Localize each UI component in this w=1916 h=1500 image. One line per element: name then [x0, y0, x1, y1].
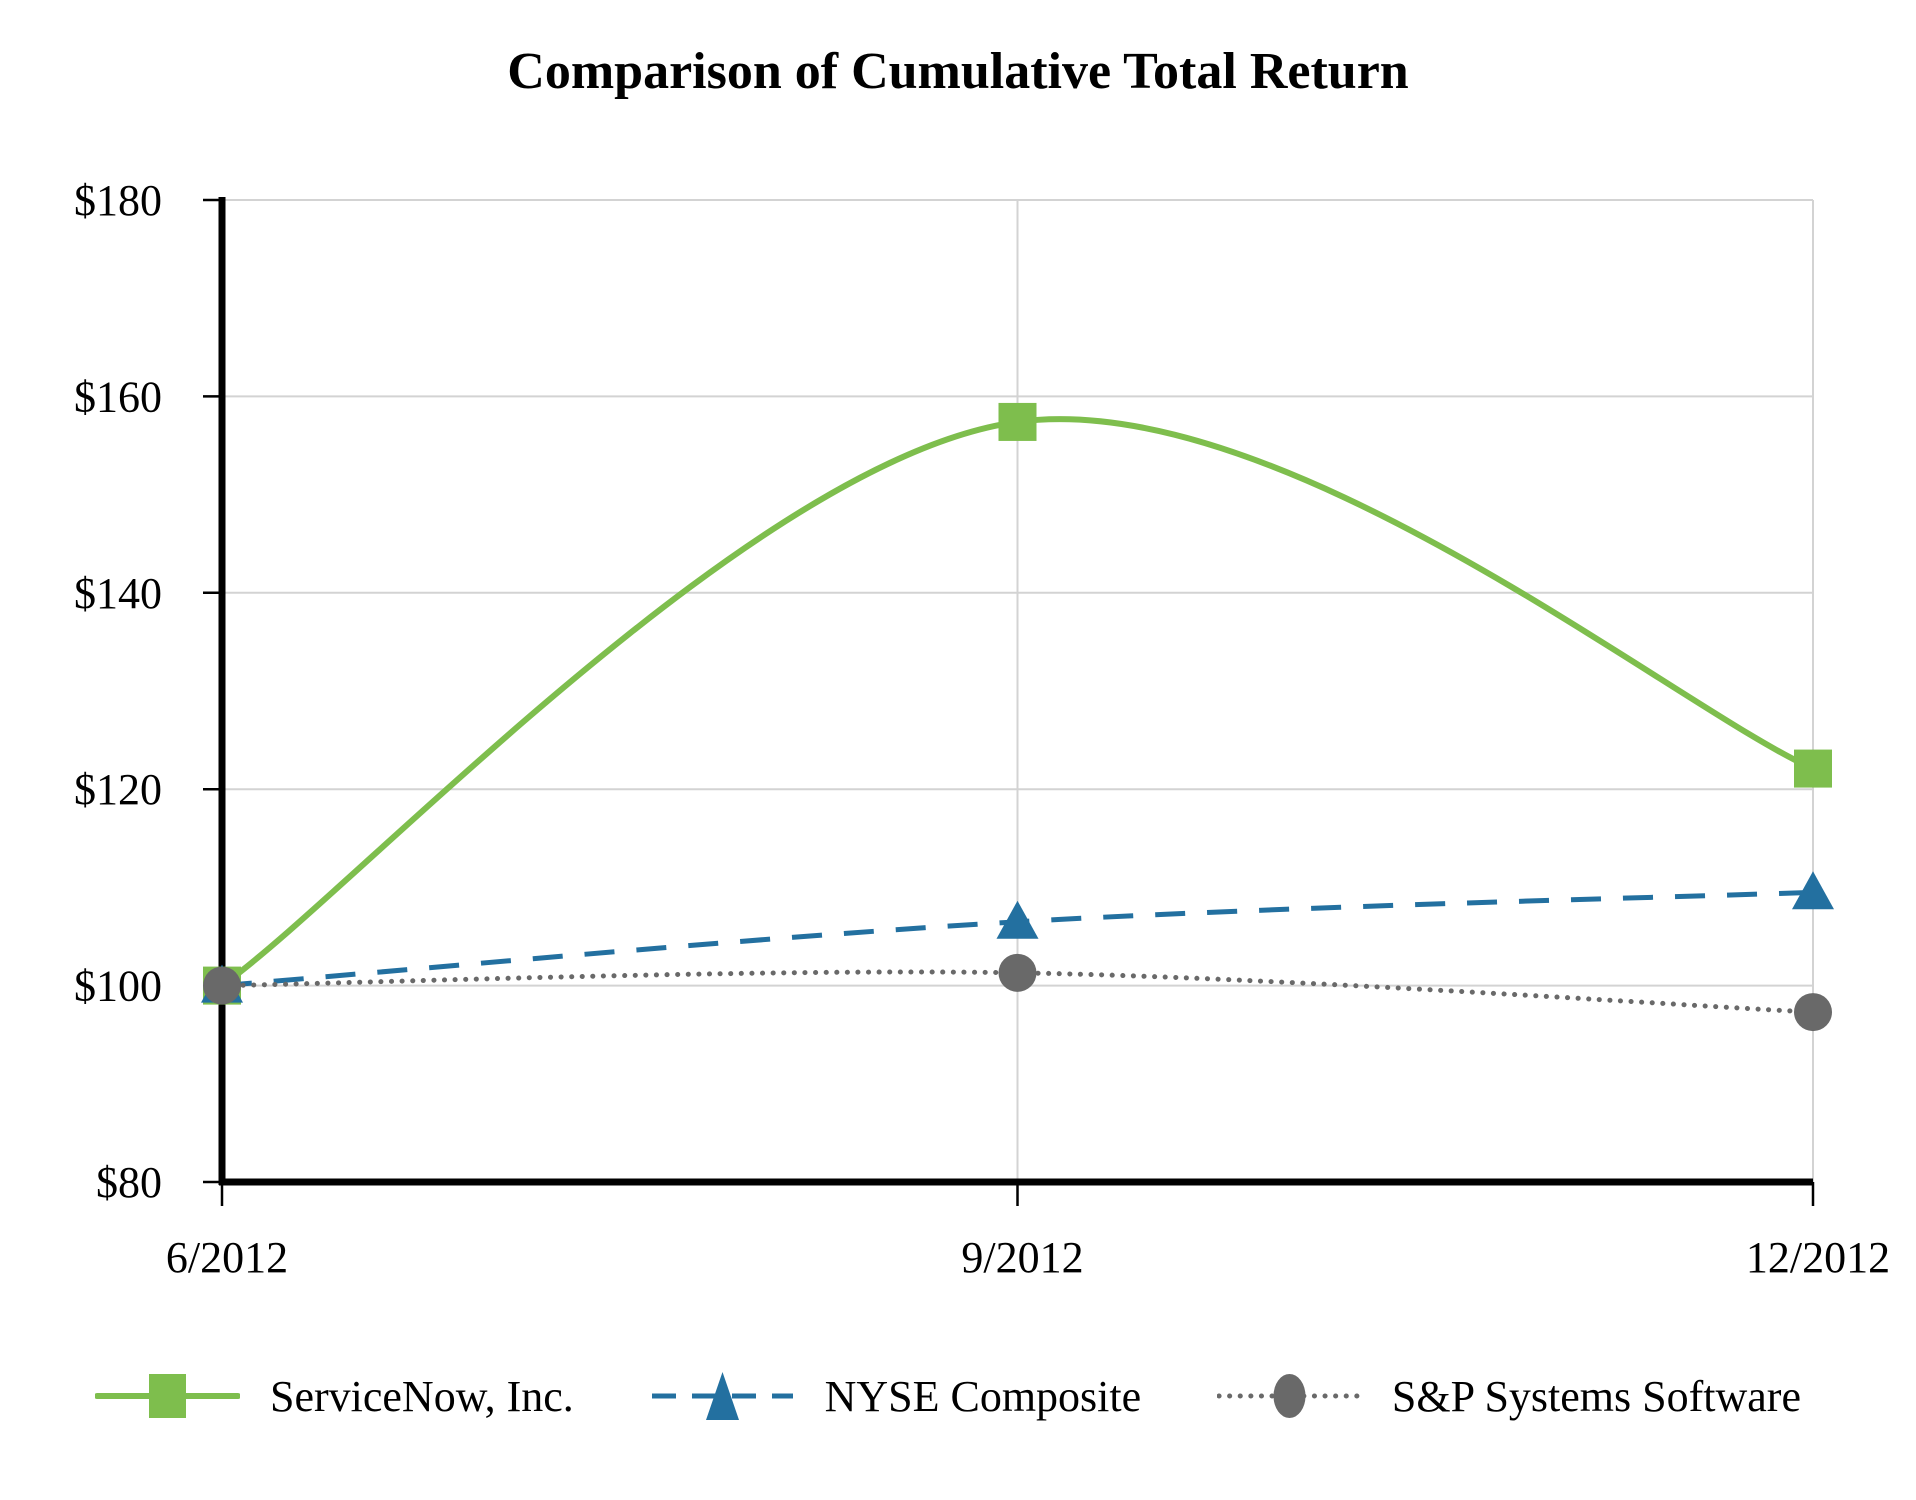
legend-item-s-p-systems-software: S&P Systems Software	[1216, 1352, 1801, 1440]
legend-circle-icon	[1273, 1374, 1306, 1418]
legend-item-servicenow-inc: ServiceNow, Inc.	[95, 1352, 574, 1440]
legend-label: NYSE Composite	[824, 1371, 1142, 1421]
y-tick-label: $80	[96, 1158, 162, 1207]
y-tick-label: $180	[74, 176, 162, 225]
y-tick-label: $100	[74, 962, 162, 1011]
series-s-p-systems-software-marker-circle	[1794, 993, 1832, 1032]
legend-key-s-p-systems-software	[1216, 1374, 1362, 1418]
series-nyse-composite-marker-triangle	[996, 900, 1039, 939]
chart-legend: ServiceNow, Inc. NYSE Composite S&P System…	[0, 1352, 1916, 1440]
legend-triangle-icon	[705, 1372, 739, 1420]
series-nyse-composite-marker-triangle	[1792, 871, 1834, 910]
series-servicenow-inc-marker-square	[998, 402, 1037, 441]
x-tick-label: 12/2012	[1746, 1233, 1890, 1282]
legend-key-nyse-composite	[651, 1372, 793, 1420]
series-servicenow-inc-marker-square	[1794, 749, 1832, 788]
y-tick-label: $140	[74, 569, 162, 618]
x-tick-label: 6/2012	[166, 1233, 288, 1282]
y-tick-label: $160	[74, 372, 162, 421]
y-tick-label: $120	[74, 765, 162, 814]
x-tick-label: 9/2012	[961, 1233, 1083, 1282]
series-s-p-systems-software-marker-circle	[203, 966, 241, 1005]
legend-label: S&P Systems Software	[1391, 1371, 1801, 1421]
chart-canvas: $80 $100 $120 $140 $160 $180 6/2012 9/2012 12/20…	[74, 176, 1890, 1282]
legend-square-icon	[149, 1374, 186, 1418]
series-s-p-systems-software-marker-circle	[998, 953, 1037, 992]
chart-title: Comparison of Cumulative Total Return	[507, 43, 1409, 100]
legend-item-nyse-composite: NYSE Composite	[650, 1352, 1142, 1440]
legend-key-servicenow-inc	[95, 1374, 240, 1418]
legend-label: ServiceNow, Inc.	[270, 1371, 574, 1421]
